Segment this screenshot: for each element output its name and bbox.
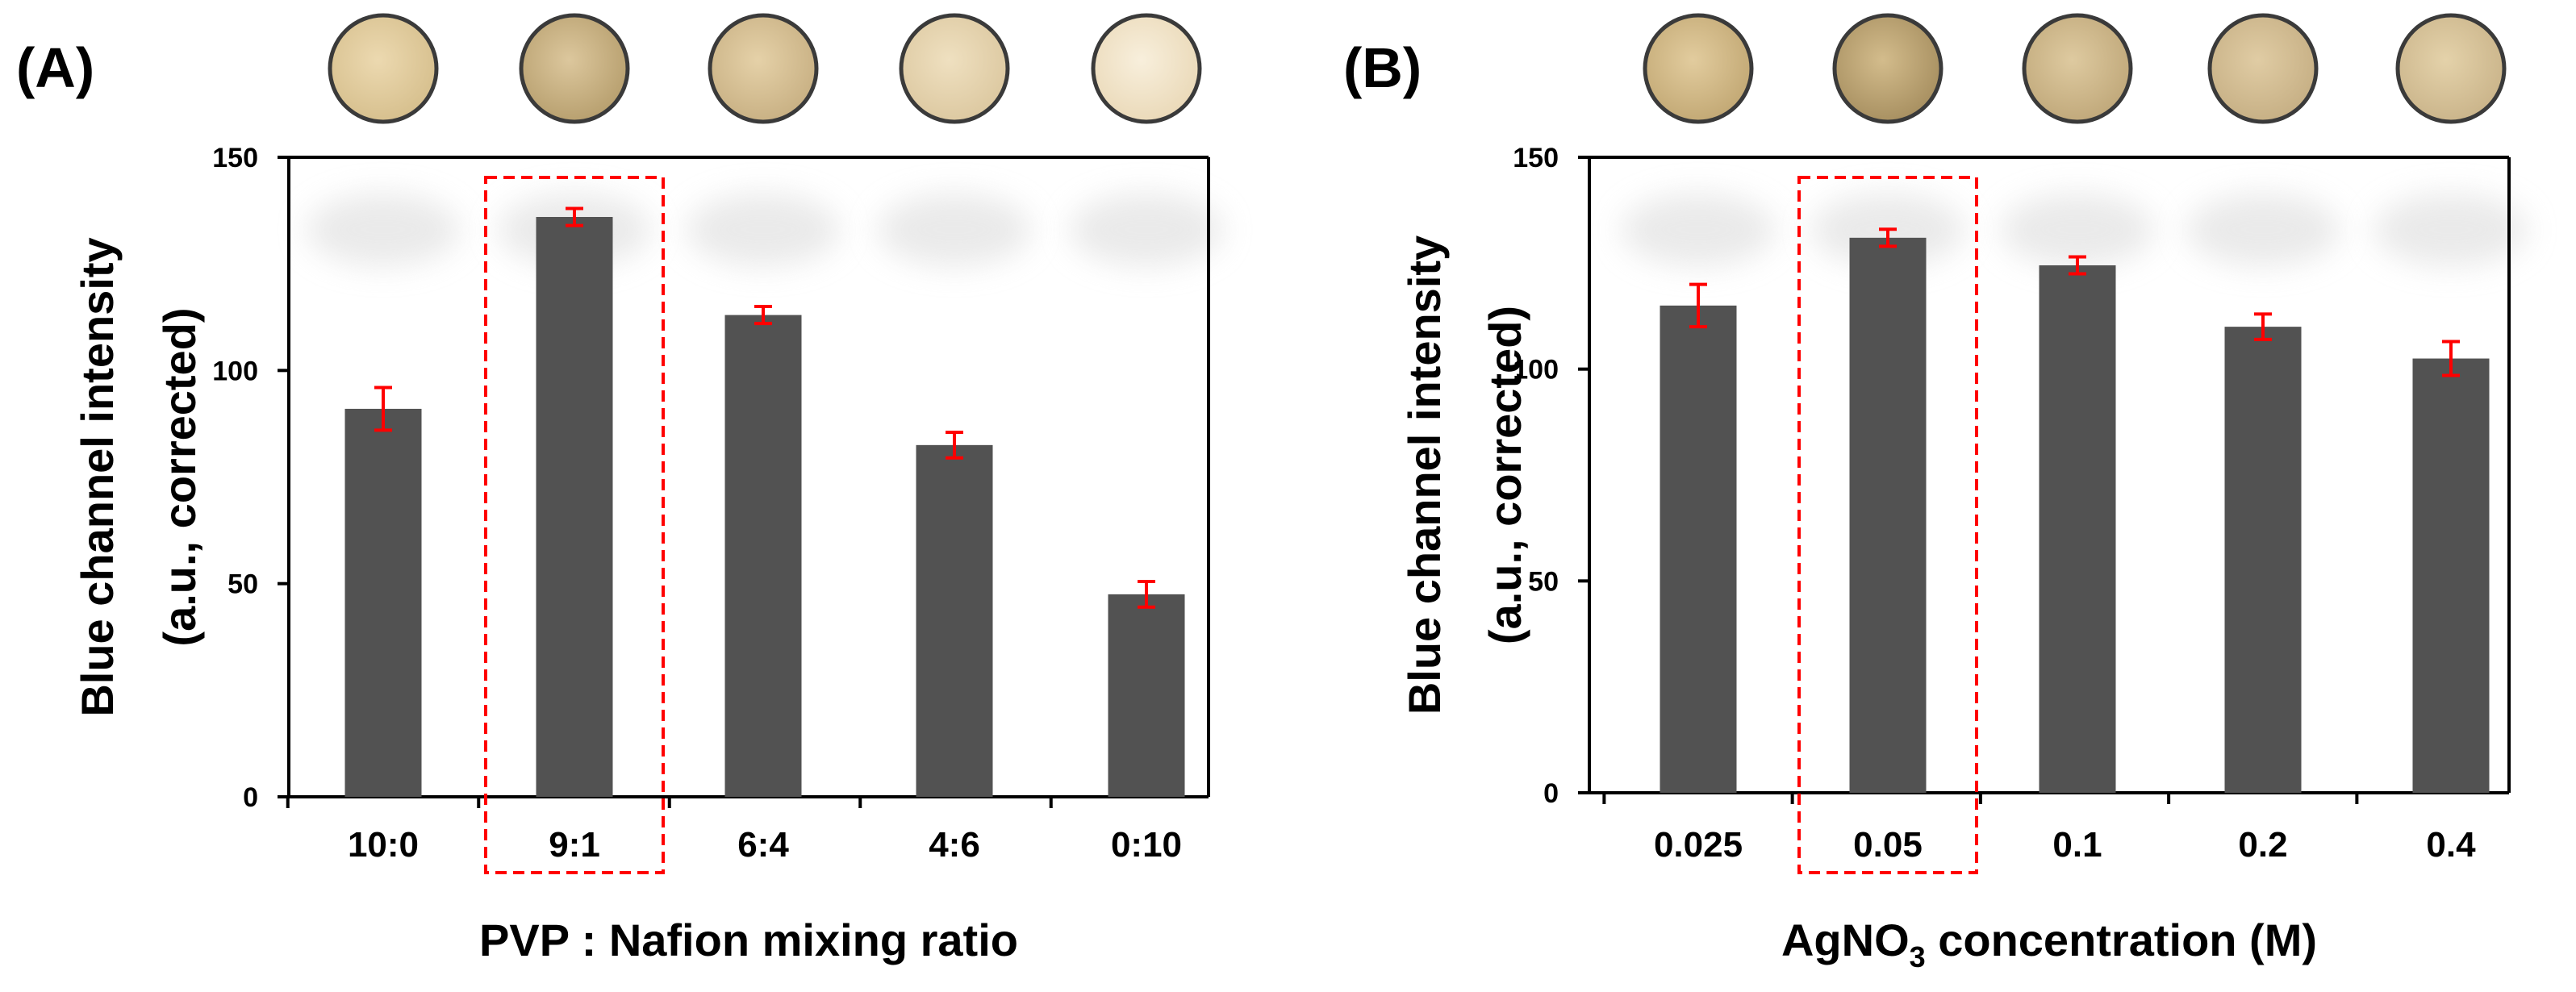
panel-b-category-label-5: 0.4 — [2426, 825, 2476, 865]
panel-a-ylabel-line1: Blue channel intensity — [72, 237, 123, 716]
panel-b-well-photo-5 — [2395, 13, 2507, 124]
panel-a-category-label-3: 6:4 — [737, 825, 789, 865]
panel-a-ytick-label-100: 100 — [212, 356, 258, 386]
panel-b-ytick-label-0: 0 — [1543, 778, 1559, 809]
panel-b-xlabel-rest: concentration (M) — [1926, 915, 2317, 965]
panel-a-ytick-label-150: 150 — [212, 143, 258, 173]
panel-b-category-label-1: 0.025 — [1654, 825, 1743, 865]
panel-a-highlight-box — [484, 176, 665, 874]
panel-b-well-photo-2 — [1832, 13, 1943, 124]
panel-a-ytick-label-50: 50 — [228, 569, 258, 600]
panel-a-label: (A) — [16, 36, 94, 99]
panel-b-bar-4 — [2224, 327, 2302, 794]
panel-a-category-label-1: 10:0 — [348, 825, 419, 865]
panel-a-ylabel-line2: (a.u., corrected) — [154, 307, 205, 646]
panel-b-bar-5 — [2412, 358, 2490, 793]
panel-a-haze-4 — [878, 194, 1031, 266]
panel-b-well-photo-4 — [2207, 13, 2319, 124]
panel-b-bar-2 — [1849, 237, 1927, 793]
panel-b-ylabel-line2: (a.u., corrected) — [1480, 306, 1530, 644]
panel-b-xlabel-subscript: 3 — [1910, 940, 1926, 973]
panel-a-well-photo-3 — [708, 13, 819, 124]
panel-b-well-photo-3 — [2022, 13, 2133, 124]
panel-a-category-label-4: 4:6 — [929, 825, 980, 865]
panel-a-ytick-label-0: 0 — [243, 782, 258, 813]
panel-a-well-photo-2 — [519, 13, 630, 124]
panel-a-category-label-2: 9:1 — [549, 825, 600, 865]
panel-b-haze-1 — [1622, 194, 1775, 266]
panel-a-xlabel: PVP : Nafion mixing ratio — [479, 915, 1018, 965]
panel-a-chart: (A) Blue channel intensity (a.u., correcte… — [16, 13, 1223, 965]
panel-a-well-photo-4 — [899, 13, 1010, 124]
panel-a-bar-1 — [344, 408, 422, 797]
panel-b-label: (B) — [1343, 36, 1422, 99]
panel-b-bar-1 — [1660, 305, 1737, 793]
panel-b-category-label-4: 0.2 — [2238, 825, 2287, 865]
panel-a-bar-2 — [536, 217, 613, 798]
panel-a-haze-3 — [687, 194, 840, 266]
panel-b-category-label-2: 0.05 — [1853, 825, 1923, 865]
panel-a-haze-1 — [307, 194, 460, 266]
panel-b-ytick-label-100: 100 — [1513, 355, 1559, 386]
panel-b-well-photo-1 — [1643, 13, 1754, 124]
panel-a-bar-5 — [1108, 594, 1185, 797]
panel-b-highlight-box — [1797, 176, 1978, 874]
panel-b-bar-3 — [2039, 265, 2116, 794]
panel-a-bar-4 — [916, 444, 993, 797]
panel-b-chart: (B) Blue channel intensity (a.u., correcte… — [1343, 13, 2528, 973]
panel-b-haze-4 — [2186, 194, 2340, 266]
panel-b-xlabel: AgNO3 concentration (M) — [1781, 915, 2317, 973]
panel-b-ylabel-line1: Blue channel intensity — [1399, 235, 1450, 715]
panel-a-category-label-5: 0:10 — [1111, 825, 1182, 865]
panel-a-well-photo-5 — [1091, 13, 1202, 124]
panel-a-well-photo-1 — [328, 13, 439, 124]
panel-b-xlabel-main: AgNO — [1781, 915, 1910, 965]
panel-b-ytick-label-50: 50 — [1528, 566, 1559, 597]
panel-a-bar-3 — [724, 315, 802, 797]
panel-b-haze-5 — [2374, 194, 2528, 266]
panel-a-haze-5 — [1070, 194, 1223, 266]
panel-b-ytick-label-150: 150 — [1513, 143, 1559, 173]
panel-b-haze-3 — [2001, 194, 2154, 266]
panel-b-category-label-3: 0.1 — [2052, 825, 2102, 865]
